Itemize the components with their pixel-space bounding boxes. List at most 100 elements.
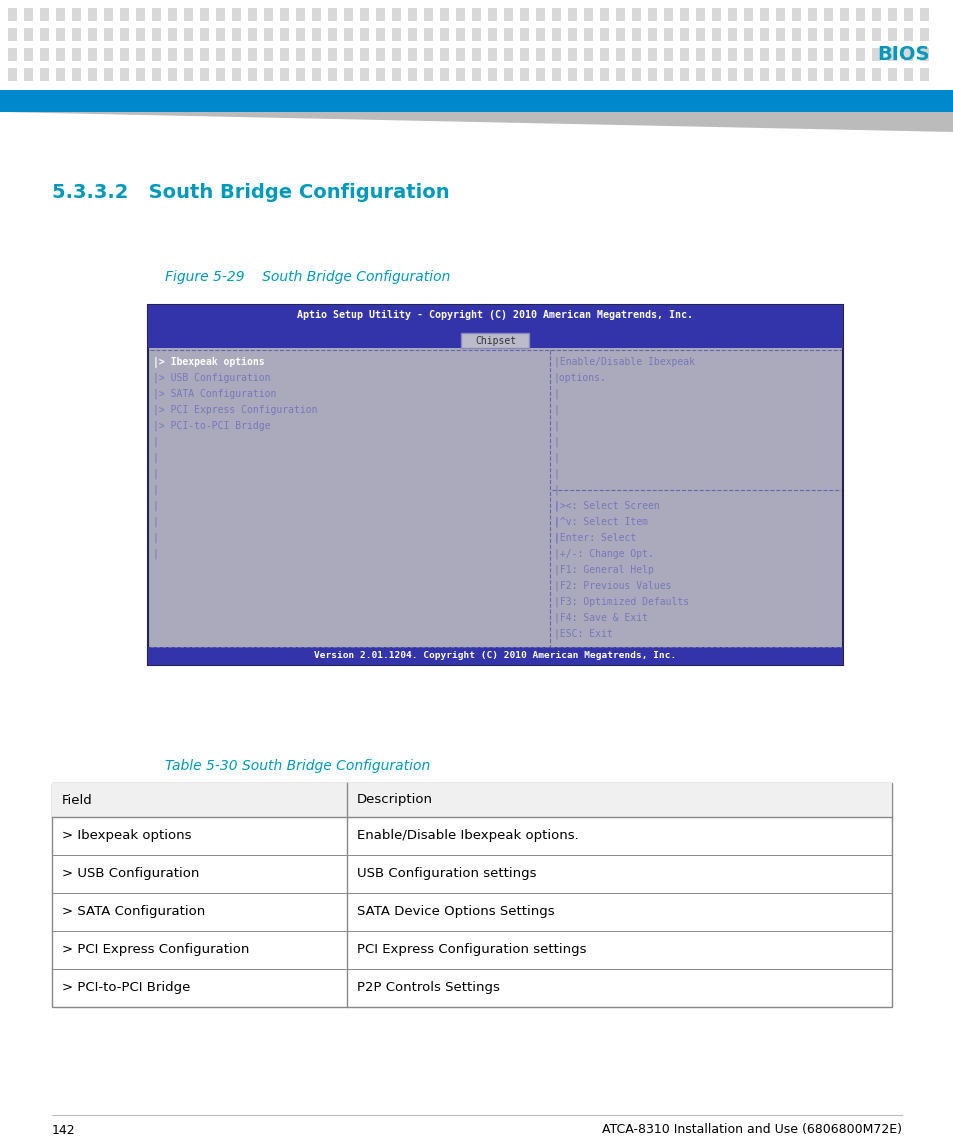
- Bar: [148, 305, 842, 333]
- Bar: [328, 48, 336, 61]
- Bar: [40, 27, 49, 41]
- Bar: [359, 48, 369, 61]
- Text: |F4: Save & Exit: |F4: Save & Exit: [553, 613, 647, 623]
- Bar: [840, 68, 848, 81]
- Text: |ESC: Exit: |ESC: Exit: [553, 629, 612, 639]
- Text: |: |: [553, 532, 559, 543]
- Bar: [855, 68, 864, 81]
- Bar: [472, 48, 480, 61]
- Bar: [583, 27, 593, 41]
- Bar: [631, 8, 640, 21]
- Bar: [631, 48, 640, 61]
- Bar: [887, 27, 896, 41]
- Bar: [184, 48, 193, 61]
- Bar: [519, 27, 529, 41]
- Bar: [743, 8, 752, 21]
- Bar: [423, 8, 433, 21]
- Bar: [503, 48, 513, 61]
- Bar: [375, 68, 385, 81]
- Bar: [120, 68, 129, 81]
- Bar: [536, 8, 544, 21]
- Bar: [488, 8, 497, 21]
- Bar: [168, 68, 177, 81]
- Bar: [200, 8, 209, 21]
- Bar: [583, 48, 593, 61]
- Bar: [488, 48, 497, 61]
- Bar: [136, 27, 145, 41]
- Text: Version 2.01.1204. Copyright (C) 2010 American Megatrends, Inc.: Version 2.01.1204. Copyright (C) 2010 Am…: [314, 652, 676, 661]
- Bar: [264, 68, 273, 81]
- Bar: [136, 68, 145, 81]
- Bar: [328, 27, 336, 41]
- Text: |^v: Select Item: |^v: Select Item: [553, 516, 647, 527]
- Bar: [148, 305, 842, 665]
- Bar: [519, 48, 529, 61]
- Bar: [423, 48, 433, 61]
- Bar: [200, 27, 209, 41]
- Bar: [647, 68, 657, 81]
- Bar: [184, 27, 193, 41]
- Bar: [696, 27, 704, 41]
- Bar: [232, 48, 241, 61]
- Bar: [248, 48, 256, 61]
- Text: |: |: [553, 436, 559, 448]
- Bar: [359, 27, 369, 41]
- Bar: [359, 8, 369, 21]
- Bar: [148, 333, 842, 348]
- Bar: [56, 27, 65, 41]
- Bar: [392, 68, 400, 81]
- Text: |F2: Previous Values: |F2: Previous Values: [553, 581, 671, 591]
- Bar: [552, 27, 560, 41]
- Text: > SATA Configuration: > SATA Configuration: [62, 906, 205, 918]
- Text: ATCA-8310 Installation and Use (6806800M72E): ATCA-8310 Installation and Use (6806800M…: [601, 1123, 901, 1137]
- Bar: [599, 8, 608, 21]
- Bar: [552, 48, 560, 61]
- Text: Field: Field: [62, 793, 92, 806]
- Bar: [679, 8, 688, 21]
- Bar: [375, 8, 385, 21]
- Bar: [631, 68, 640, 81]
- Bar: [136, 48, 145, 61]
- Bar: [855, 48, 864, 61]
- Bar: [264, 27, 273, 41]
- Bar: [616, 48, 624, 61]
- Bar: [775, 48, 784, 61]
- Text: Figure 5-29    South Bridge Configuration: Figure 5-29 South Bridge Configuration: [165, 270, 450, 284]
- Bar: [663, 48, 672, 61]
- Text: |+/-: Change Opt.: |+/-: Change Opt.: [553, 548, 653, 559]
- Bar: [392, 48, 400, 61]
- Bar: [423, 27, 433, 41]
- Bar: [775, 8, 784, 21]
- Bar: [903, 8, 912, 21]
- Bar: [120, 27, 129, 41]
- Bar: [743, 48, 752, 61]
- Bar: [456, 48, 464, 61]
- Bar: [807, 27, 816, 41]
- Bar: [919, 8, 928, 21]
- Bar: [823, 48, 832, 61]
- Bar: [696, 8, 704, 21]
- Bar: [552, 8, 560, 21]
- Bar: [760, 27, 768, 41]
- Text: |: |: [152, 500, 159, 512]
- Text: Aptio Setup Utility - Copyright (C) 2010 American Megatrends, Inc.: Aptio Setup Utility - Copyright (C) 2010…: [297, 310, 693, 319]
- Bar: [583, 8, 593, 21]
- Text: |: |: [553, 389, 559, 400]
- Bar: [807, 48, 816, 61]
- Bar: [887, 68, 896, 81]
- Bar: [456, 27, 464, 41]
- Bar: [232, 68, 241, 81]
- Text: |Enter: Select: |Enter: Select: [553, 532, 636, 543]
- Bar: [472, 68, 480, 81]
- Text: |: |: [152, 468, 159, 480]
- Text: > PCI Express Configuration: > PCI Express Configuration: [62, 943, 249, 956]
- Bar: [727, 27, 737, 41]
- Text: 142: 142: [52, 1123, 75, 1137]
- Bar: [711, 27, 720, 41]
- Bar: [295, 48, 305, 61]
- Bar: [599, 68, 608, 81]
- Bar: [919, 27, 928, 41]
- Text: |: |: [152, 532, 159, 543]
- Text: |: |: [553, 500, 559, 512]
- Bar: [616, 68, 624, 81]
